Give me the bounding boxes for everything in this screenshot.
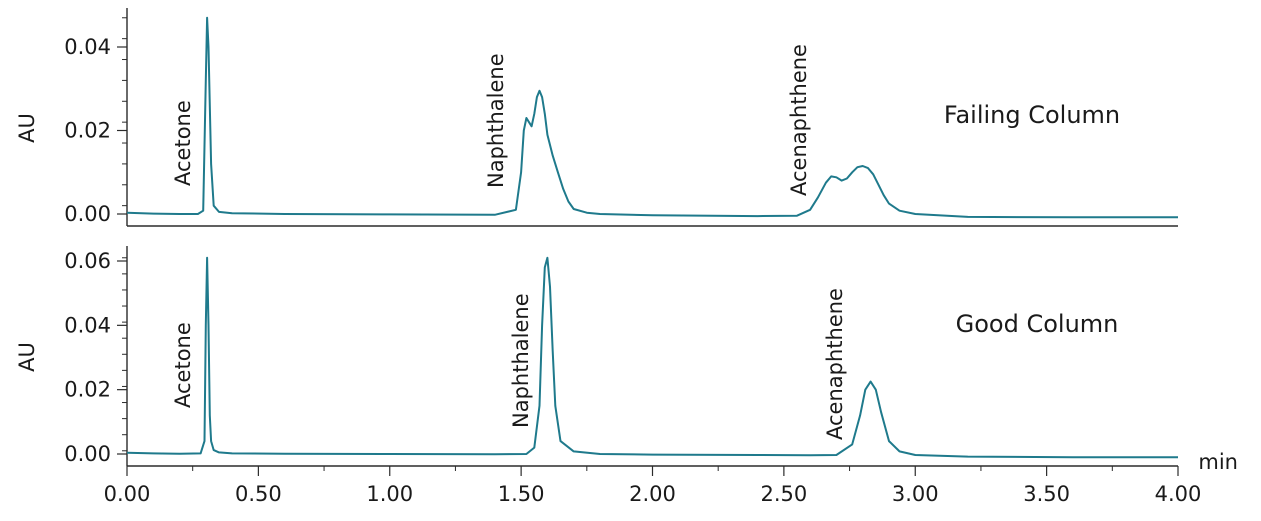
good-y-axis-title: AU xyxy=(15,342,39,372)
failing-y-tick-label: 0.02 xyxy=(64,119,111,143)
failing-chromatogram-trace xyxy=(126,16,1178,219)
failing-y-axis-title: AU xyxy=(15,113,39,143)
x-axis-title: min xyxy=(1198,450,1238,474)
failing-peak-label-naphthalene: Naphthalene xyxy=(484,53,508,188)
x-tick-label: 2.50 xyxy=(760,482,807,506)
failing-peak-label-acetone: Acetone xyxy=(171,100,195,186)
x-tick-label: 3.00 xyxy=(892,482,939,506)
x-tick-label: 1.50 xyxy=(498,482,545,506)
good-y-tick-label: 0.06 xyxy=(64,249,111,273)
good-y-tick-label: 0.02 xyxy=(64,378,111,402)
good-chromatogram-trace xyxy=(126,256,1178,459)
x-tick-label: 0.00 xyxy=(104,482,151,506)
failing-y-tick-label: 0.04 xyxy=(64,35,111,59)
x-tick-label: 4.00 xyxy=(1155,482,1202,506)
good-peak-label-naphthalene: Naphthalene xyxy=(509,293,533,428)
good-peak-label-acenaphthene: Acenaphthene xyxy=(823,288,847,440)
good-y-tick-label: 0.04 xyxy=(64,313,111,337)
x-tick-label: 3.50 xyxy=(1023,482,1070,506)
failing-y-tick-label: 0.00 xyxy=(64,202,111,226)
good-panel-title: Good Column xyxy=(956,310,1119,338)
x-tick-label: 1.00 xyxy=(366,482,413,506)
x-tick-label: 0.50 xyxy=(235,482,282,506)
good-peak-label-acetone: Acetone xyxy=(171,322,195,408)
failing-panel-title: Failing Column xyxy=(944,101,1120,129)
good-column-panel: 0.00 0.02 0.04 0.06 AU Good Column Acetone Naph… xyxy=(15,246,1238,506)
good-y-tick-label: 0.00 xyxy=(64,442,111,466)
failing-column-panel: 0.00 0.02 0.04 AU Failing Column Acetone Napht… xyxy=(15,8,1178,227)
failing-peak-label-acenaphthene: Acenaphthene xyxy=(787,44,811,196)
x-tick-label: 2.00 xyxy=(629,482,676,506)
